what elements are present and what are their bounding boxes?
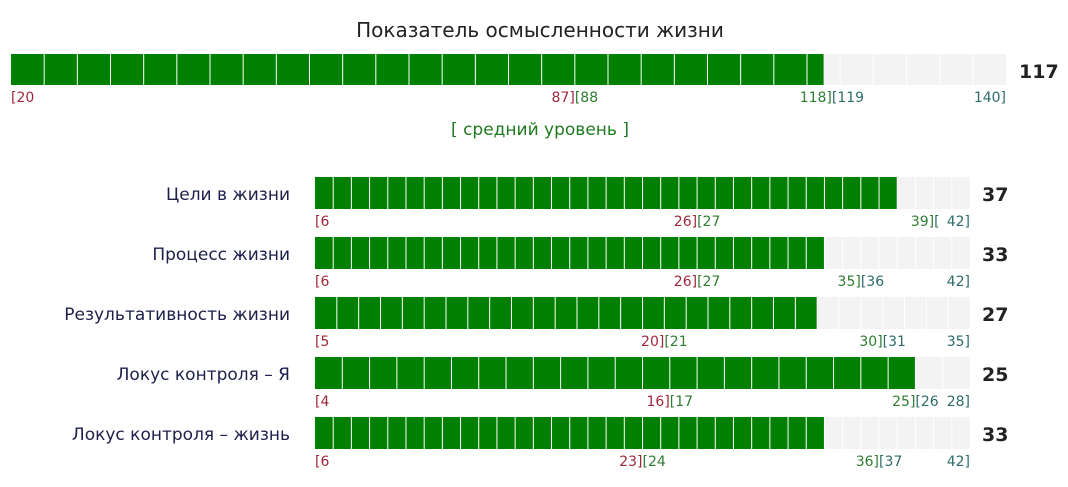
subscale-5-tick-3: 42] bbox=[947, 454, 970, 470]
total-scale: 117 [20 87][88 118][119 140] bbox=[11, 54, 1059, 106]
subscale-4-tick-1-right: [17 bbox=[670, 394, 693, 410]
subscale-4-tick-3: 28] bbox=[947, 394, 970, 410]
subscale-2-tick-0: [6 bbox=[315, 274, 329, 290]
subscale-3-tick-2-left: 30] bbox=[859, 334, 882, 350]
subscale-5-value: 33 bbox=[982, 424, 1008, 446]
subscale-3-tick-1-left: 20] bbox=[641, 334, 664, 350]
subscale-2-tick-3: 42] bbox=[947, 274, 970, 290]
subscales: Цели в жизни 37[6 26][27 39][42]Процесс жиз… bbox=[64, 177, 1008, 470]
subscale-5-tick-1: 23][24 bbox=[619, 454, 666, 470]
total-tick-2: 118][119 bbox=[800, 90, 864, 106]
subscale-4-tick-1-left: 16] bbox=[647, 394, 670, 410]
subscale-3-tick-1: 20][21 bbox=[641, 334, 688, 350]
subscale-4-tick-0: [4 bbox=[315, 394, 329, 410]
subscale-label: Результативность жизни bbox=[64, 305, 290, 325]
subscale-3-tick-1-right: [21 bbox=[664, 334, 687, 350]
subscale-3-fill bbox=[315, 297, 818, 329]
total-tick-3: 140] bbox=[974, 90, 1006, 106]
subscale-1-tick-1-right: [27 bbox=[697, 214, 720, 230]
subscale-1-value: 37 bbox=[982, 184, 1008, 206]
subscale-4-tick-2-left: 25] bbox=[892, 394, 915, 410]
chart-title: Показатель осмысленности жизни bbox=[356, 18, 724, 42]
subscale-row: Цели в жизни 37[6 26][27 39][42] bbox=[166, 177, 1008, 230]
subscale-5-tick-2: 36][37 bbox=[856, 454, 903, 470]
subscale-1-tick-1-left: 26] bbox=[674, 214, 697, 230]
subscale-3-value: 27 bbox=[982, 304, 1008, 326]
subscale-2-tick-1: 26][27 bbox=[674, 274, 721, 290]
subscale-1-tick-2-left: 39] bbox=[911, 214, 934, 230]
subscale-5-tick-1-right: [24 bbox=[643, 454, 666, 470]
subscale-3-tick-2-right: [31 bbox=[883, 334, 906, 350]
total-tick-1-left: 87] bbox=[552, 90, 575, 106]
subscale-1-tick-2-right: [ bbox=[934, 214, 939, 230]
subscale-row: Процесс жизни 33 [6 26][27 35][36 42] bbox=[152, 237, 1008, 290]
subscale-5-tick-2-right: [37 bbox=[879, 454, 902, 470]
subscale-label: Процесс жизни bbox=[152, 245, 290, 265]
subscale-1-tick-2: 39][ bbox=[911, 214, 940, 230]
subscale-2-tick-1-left: 26] bbox=[674, 274, 697, 290]
subscale-row: Результативность жизни 27 [5 20][21 30][31 35… bbox=[64, 297, 1008, 350]
total-tick-0: [20 bbox=[11, 90, 34, 106]
subscale-label: Локус контроля – Я bbox=[117, 365, 290, 385]
subscale-3-tick-2: 30][31 bbox=[859, 334, 906, 350]
subscale-2-value: 33 bbox=[982, 244, 1008, 266]
total-tick-1: 87][88 bbox=[552, 90, 599, 106]
subscale-2-tick-2: 35][36 bbox=[838, 274, 885, 290]
subscale-1-tick-0: [6 bbox=[315, 214, 329, 230]
total-fill bbox=[11, 54, 824, 85]
subscale-row: Локус контроля – жизнь 33 [6 23][24 36][37 42… bbox=[72, 417, 1008, 470]
subscale-2-tick-1-right: [27 bbox=[697, 274, 720, 290]
total-tick-2-right: [119 bbox=[832, 90, 864, 106]
subscale-4-value: 25 bbox=[982, 364, 1008, 386]
subscale-label: Цели в жизни bbox=[166, 185, 290, 205]
subscale-4-tick-2-right: [26 bbox=[915, 394, 938, 410]
total-tick-1-right: [88 bbox=[575, 90, 598, 106]
subscale-4-tick-2: 25][26 bbox=[892, 394, 939, 410]
subscale-row: Локус контроля – Я 25 [4 16][17 25][26 28] bbox=[117, 357, 1008, 410]
subscale-2-tick-2-right: [36 bbox=[861, 274, 884, 290]
level-label: [ средний уровень ] bbox=[451, 120, 629, 140]
total-value: 117 bbox=[1019, 61, 1059, 83]
subscale-5-tick-1-left: 23] bbox=[619, 454, 642, 470]
subscale-3-tick-3: 35] bbox=[947, 334, 970, 350]
subscale-1-tick-1: 26][27 bbox=[674, 214, 721, 230]
subscale-4-tick-1: 16][17 bbox=[647, 394, 694, 410]
total-tick-2-left: 118] bbox=[800, 90, 832, 106]
subscale-2-tick-2-left: 35] bbox=[838, 274, 861, 290]
subscale-5-tick-2-left: 36] bbox=[856, 454, 879, 470]
subscale-1-tick-3: 42] bbox=[947, 214, 970, 230]
subscale-label: Локус контроля – жизнь bbox=[72, 425, 290, 445]
subscale-5-tick-0: [6 bbox=[315, 454, 329, 470]
subscale-3-tick-0: [5 bbox=[315, 334, 329, 350]
